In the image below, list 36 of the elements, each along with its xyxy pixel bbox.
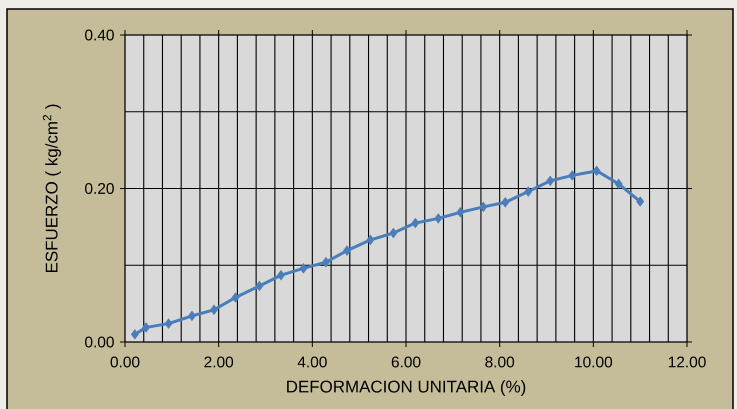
point	[389, 228, 398, 238]
x-tick-label: 0.00	[110, 356, 140, 368]
point	[479, 202, 488, 212]
point	[411, 218, 420, 228]
point	[255, 280, 264, 292]
point	[366, 234, 374, 246]
point	[456, 207, 464, 218]
y-axis-title: ESFUERZO ( kg/cm$^{2}$ )	[42, 104, 61, 272]
x-tick-label: 2.00	[204, 356, 234, 368]
point	[342, 245, 351, 256]
point	[188, 310, 196, 322]
point	[614, 178, 623, 190]
point	[592, 166, 601, 176]
point	[501, 197, 510, 208]
x-tick-label: 6.00	[392, 356, 420, 368]
point	[164, 318, 173, 329]
y-tick-label: 0.40	[85, 30, 114, 40]
x-tick-label: 4.00	[298, 356, 327, 368]
x-tick-label: 12.00	[668, 356, 706, 368]
point	[299, 263, 308, 274]
point	[276, 270, 285, 280]
x-tick-label: 10.00	[575, 356, 612, 368]
point	[232, 292, 240, 303]
point	[130, 329, 139, 340]
point	[322, 256, 330, 268]
point	[210, 304, 218, 316]
point	[636, 196, 644, 207]
point	[142, 322, 150, 333]
point	[524, 186, 532, 197]
point	[434, 213, 442, 224]
x-axis-title: DEFORMACION UNITARIA (%)	[287, 380, 526, 396]
y-tick-label: 0.20	[85, 183, 114, 194]
y-tick-label: 0.00	[85, 336, 114, 348]
x-tick-label: 8.00	[485, 356, 514, 368]
point	[568, 170, 576, 181]
point	[546, 176, 554, 186]
